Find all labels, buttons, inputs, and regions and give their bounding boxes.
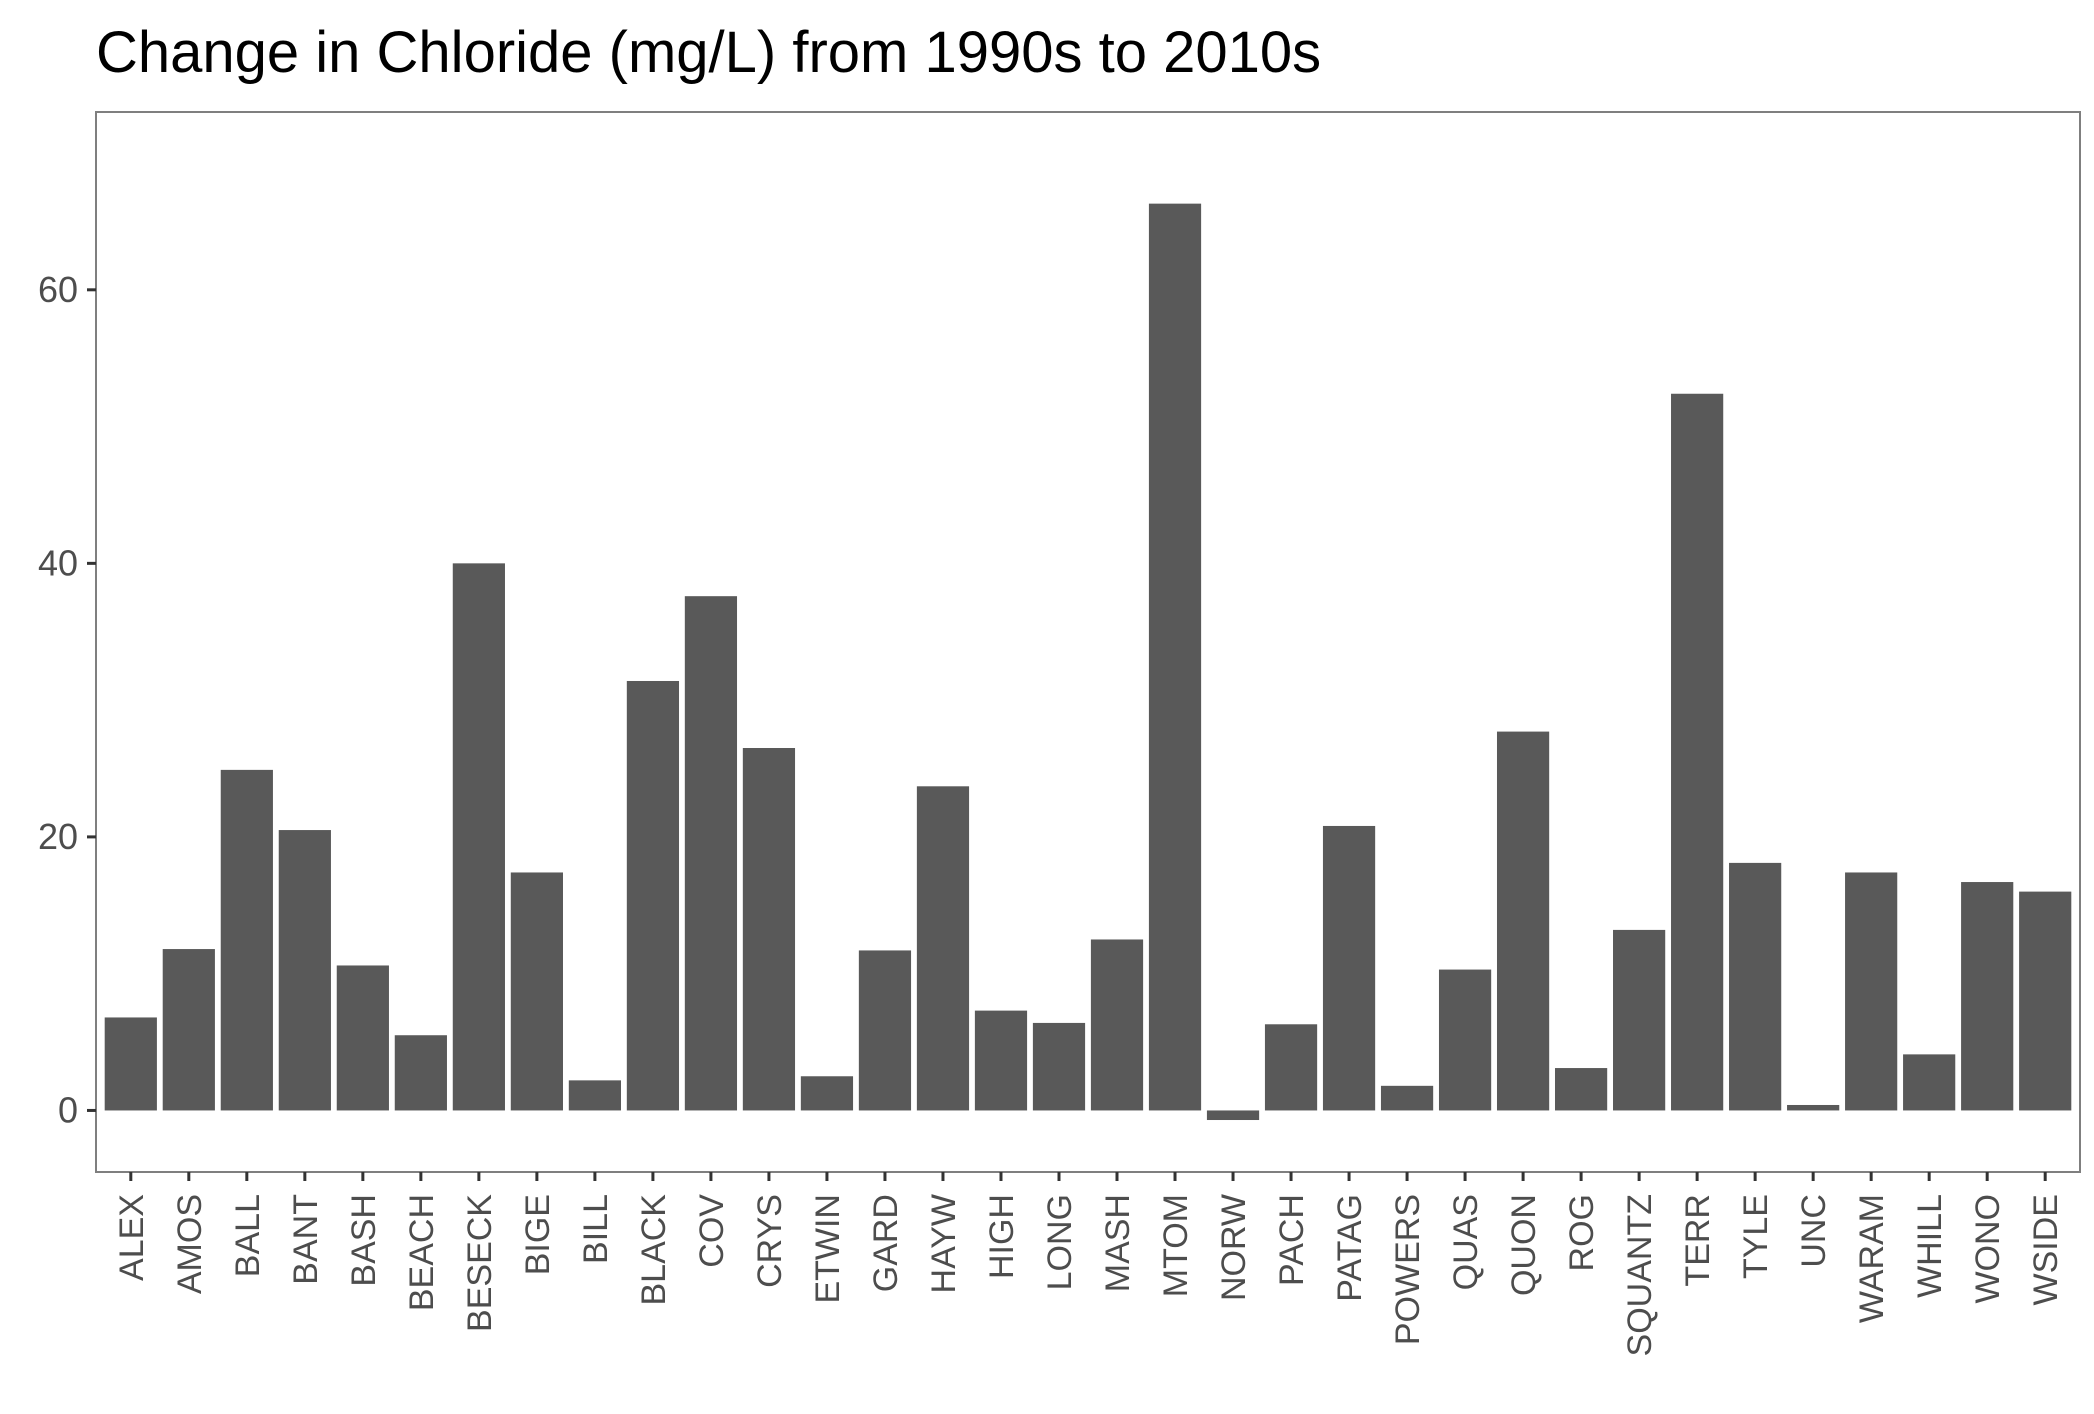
x-tick-label-long: LONG: [1041, 1194, 1079, 1290]
bar-black: [626, 680, 680, 1111]
bar-amos: [162, 949, 215, 1111]
x-tick-label-bige: BIGE: [519, 1194, 557, 1275]
x-tick-label-quon: QUON: [1505, 1194, 1543, 1296]
plot-area: [104, 203, 2072, 1121]
bar-unc: [1787, 1104, 1840, 1111]
x-tick-label-beseck: BESECK: [461, 1194, 499, 1332]
bar-pach: [1264, 1024, 1318, 1111]
panel-border: [95, 111, 2081, 1173]
bar-gard: [858, 950, 912, 1111]
x-tick-label-pach: PACH: [1273, 1194, 1311, 1286]
bar-quas: [1438, 969, 1492, 1111]
bar-patag: [1322, 825, 1376, 1111]
x-tick-label-rog: ROG: [1563, 1194, 1601, 1271]
chart-title: Change in Chloride (mg/L) from 1990s to …: [96, 20, 1321, 85]
bar-beseck: [452, 563, 505, 1111]
x-tick-label-hayw: HAYW: [925, 1194, 963, 1293]
bar-alex: [104, 1017, 157, 1111]
y-tick-label: 0: [58, 1089, 78, 1130]
x-tick-label-wono: WONO: [1969, 1194, 2007, 1304]
x-tick-label-black: BLACK: [635, 1194, 673, 1306]
x-tick-label-unc: UNC: [1795, 1194, 1833, 1268]
x-tick-label-waram: WARAM: [1853, 1194, 1891, 1323]
x-tick-label-cov: COV: [693, 1194, 731, 1268]
bar-quon: [1496, 731, 1550, 1111]
y-tick-label: 40: [38, 542, 78, 583]
bar-squantz: [1613, 929, 1666, 1111]
bar-wside: [2019, 891, 2072, 1111]
bar-etwin: [800, 1076, 854, 1111]
x-tick-label-ball: BALL: [229, 1194, 267, 1277]
x-tick-label-etwin: ETWIN: [809, 1194, 847, 1304]
bar-rog: [1554, 1068, 1608, 1111]
x-tick-label-squantz: SQUANTZ: [1621, 1194, 1659, 1356]
bar-bill: [568, 1080, 622, 1111]
bar-wono: [1961, 882, 2014, 1111]
bar-terr: [1671, 393, 1724, 1111]
x-tick-label-patag: PATAG: [1331, 1194, 1369, 1302]
x-tick-label-wside: WSIDE: [2027, 1194, 2065, 1305]
x-tick-label-mash: MASH: [1099, 1194, 1137, 1292]
bar-mtom: [1148, 203, 1202, 1111]
bar-tyle: [1729, 862, 1782, 1111]
y-axis: 0 20 40 60: [38, 269, 96, 1130]
bar-high: [974, 1010, 1028, 1111]
bar-cov: [684, 596, 738, 1111]
y-tick-label: 60: [38, 269, 78, 310]
x-tick-label-alex: ALEX: [113, 1194, 151, 1281]
x-tick-label-bash: BASH: [345, 1194, 383, 1287]
bar-long: [1032, 1022, 1086, 1111]
bar-powers: [1380, 1085, 1434, 1111]
bar-bige: [510, 872, 563, 1111]
x-tick-label-tyle: TYLE: [1737, 1194, 1775, 1279]
y-tick-label: 20: [38, 816, 78, 857]
x-tick-label-whill: WHILL: [1911, 1194, 1949, 1298]
x-tick-label-bill: BILL: [577, 1194, 615, 1264]
x-tick-label-bant: BANT: [287, 1194, 325, 1285]
x-tick-label-terr: TERR: [1679, 1194, 1717, 1287]
x-tick-label-norw: NORW: [1215, 1194, 1253, 1301]
x-tick-label-gard: GARD: [867, 1194, 905, 1292]
bar-crys: [742, 748, 796, 1111]
x-tick-label-crys: CRYS: [751, 1194, 789, 1288]
bar-norw: [1206, 1110, 1260, 1121]
x-tick-label-high: HIGH: [983, 1194, 1021, 1279]
x-tick-label-mtom: MTOM: [1157, 1194, 1195, 1297]
bar-ball: [220, 769, 273, 1111]
bar-beach: [394, 1035, 447, 1111]
bar-waram: [1845, 872, 1898, 1111]
x-tick-label-amos: AMOS: [171, 1194, 209, 1294]
x-tick-label-powers: POWERS: [1389, 1194, 1427, 1345]
x-axis: ALEX AMOS BALL BANT BASH BEACH BESECK BIGE BILL B…: [113, 1172, 2065, 1356]
bar-bash: [336, 965, 389, 1111]
bar-hayw: [916, 786, 970, 1111]
x-tick-label-beach: BEACH: [403, 1194, 441, 1311]
bar-whill: [1903, 1054, 1956, 1111]
x-tick-label-quas: QUAS: [1447, 1194, 1485, 1290]
bar-mash: [1090, 939, 1144, 1111]
bar-bant: [278, 830, 331, 1111]
